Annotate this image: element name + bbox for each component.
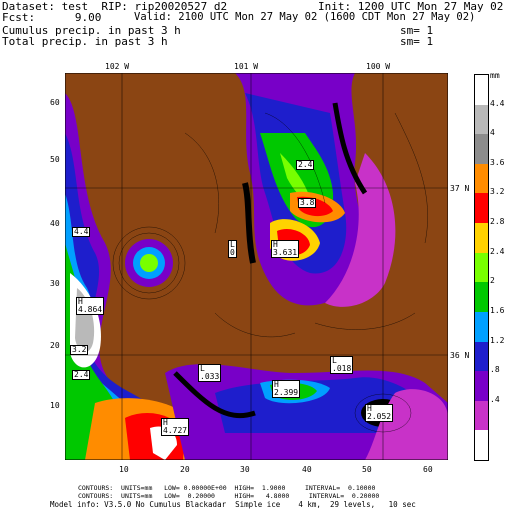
max-label-2052: H 2.052 bbox=[365, 404, 394, 422]
x-tick-60: 60 bbox=[423, 465, 433, 474]
x-tick-20: 20 bbox=[180, 465, 190, 474]
color-legend bbox=[474, 74, 489, 461]
legend-color-swatch bbox=[475, 371, 488, 401]
footer-contours-2: CONTOURS: UNITS=mm LOW= 0.20000 HIGH= 4.… bbox=[78, 492, 380, 500]
legend-color-swatch bbox=[475, 134, 488, 164]
y-tick-10: 10 bbox=[50, 401, 60, 410]
legend-label: .4 bbox=[490, 394, 500, 404]
x-tick-50: 50 bbox=[362, 465, 372, 474]
precip-map bbox=[65, 73, 448, 460]
lat-label-36n: 36 N bbox=[450, 351, 470, 360]
min-label-033: L .033 bbox=[198, 364, 222, 382]
legend-color-swatch bbox=[475, 104, 488, 135]
contour-label-38: 3.8 bbox=[298, 198, 317, 208]
footer-model-info: Model info: V3.5.0 No Cumulus Blackadar … bbox=[50, 500, 416, 509]
legend-label: 2.4 bbox=[490, 246, 505, 256]
field-cumulus-precip: Cumulus precip. in past 3 h bbox=[2, 24, 181, 37]
y-tick-30: 30 bbox=[50, 279, 60, 288]
y-tick-60: 60 bbox=[50, 98, 60, 107]
smoothing-2: sm= 1 bbox=[400, 35, 434, 48]
legend-color-swatch bbox=[475, 75, 488, 105]
fcst-line: Fcst: 9.00 bbox=[2, 11, 102, 24]
legend-label: 2 bbox=[490, 276, 495, 286]
min-label-0: L 0 bbox=[228, 240, 237, 258]
max-label-4864: H 4.864 bbox=[76, 297, 105, 315]
x-tick-10: 10 bbox=[119, 465, 129, 474]
lon-label-100w: 100 W bbox=[366, 62, 391, 71]
y-tick-20: 20 bbox=[50, 341, 60, 350]
legend-label: 3.2 bbox=[490, 187, 505, 197]
lat-label-37n: 37 N bbox=[450, 184, 470, 193]
legend-color-swatch bbox=[475, 252, 488, 283]
contour-label-24b: 2.4 bbox=[72, 370, 91, 380]
legend-label: 1.2 bbox=[490, 335, 505, 345]
legend-color-swatch bbox=[475, 282, 488, 312]
contour-label-32: 3.2 bbox=[70, 345, 89, 355]
legend-color-swatch bbox=[475, 341, 488, 372]
legend-label: .8 bbox=[490, 365, 500, 375]
legend-color-swatch bbox=[475, 223, 488, 253]
x-tick-30: 30 bbox=[240, 465, 250, 474]
field-total-precip: Total precip. in past 3 h bbox=[2, 35, 168, 48]
legend-label: 4 bbox=[490, 128, 495, 138]
legend-color-swatch bbox=[475, 163, 488, 194]
lon-label-102w: 102 W bbox=[105, 62, 130, 71]
valid-line: Valid: 2100 UTC Mon 27 May 02 (1600 CDT … bbox=[134, 11, 476, 23]
legend-color-swatch bbox=[475, 193, 488, 224]
min-label-018: L .018 bbox=[330, 356, 354, 374]
legend-label: 2.8 bbox=[490, 217, 505, 227]
legend-color-swatch bbox=[475, 400, 488, 431]
legend-label: 4.4 bbox=[490, 98, 505, 108]
contour-label-44: 4.4 bbox=[72, 227, 91, 237]
footer-contours-1: CONTOURS: UNITS=mm LOW= 0.00000E+00 HIGH… bbox=[78, 484, 376, 492]
smoothing-1: sm= 1 bbox=[400, 24, 434, 37]
init-line: Init: 1200 UTC Mon 27 May 02 bbox=[318, 0, 504, 13]
contour-label-24a: 2.4 bbox=[296, 160, 315, 170]
max-label-2399: H 2.399 bbox=[272, 380, 301, 398]
y-tick-50: 50 bbox=[50, 155, 60, 164]
legend-color-swatch bbox=[475, 311, 488, 342]
legend-label: 1.6 bbox=[490, 305, 505, 315]
max-label-4727: H 4.727 bbox=[161, 418, 190, 436]
y-tick-40: 40 bbox=[50, 219, 60, 228]
dataset-line: Dataset: test RIP: rip20020527 d2 bbox=[2, 0, 228, 13]
legend-unit: mm bbox=[490, 71, 500, 80]
legend-label: 3.6 bbox=[490, 157, 505, 167]
max-label-3631: H 3.631 bbox=[271, 240, 300, 258]
lat-lon-grid bbox=[65, 73, 448, 460]
x-tick-40: 40 bbox=[302, 465, 312, 474]
lon-label-101w: 101 W bbox=[234, 62, 259, 71]
legend-color-swatch bbox=[475, 430, 488, 460]
contour-lines bbox=[112, 112, 428, 433]
